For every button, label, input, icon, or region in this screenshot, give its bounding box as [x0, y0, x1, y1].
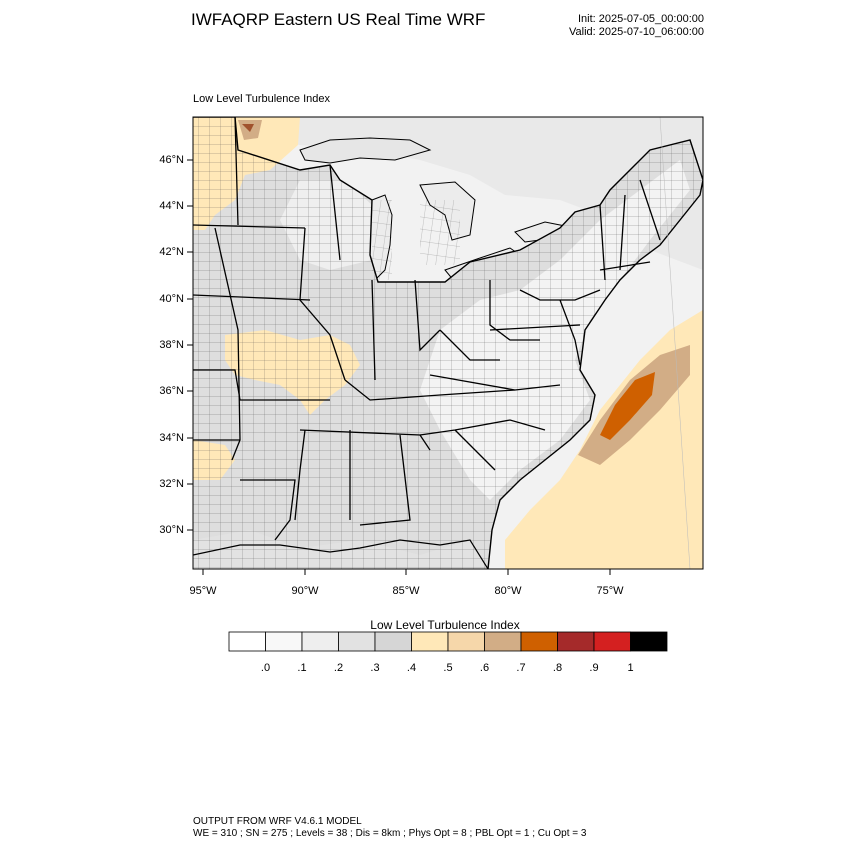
lon-ticks [202, 569, 611, 575]
colorbar-swatch [338, 631, 376, 652]
colorbar-tick-label: .5 [443, 662, 453, 674]
lat-label-42: 42°N [159, 246, 184, 258]
init-time: Init: 2025-07-05_00:00:00 [578, 13, 704, 25]
colorbar-swatch [265, 631, 303, 652]
colorbar-swatch [447, 631, 485, 652]
colorbar-tick-label: .9 [589, 662, 599, 674]
colorbar-tick-label: .8 [552, 662, 563, 674]
lat-label-46: 46°N [159, 154, 184, 166]
colorbar-swatch [593, 631, 631, 652]
colorbar-swatch [630, 631, 668, 652]
state-boundaries [193, 117, 661, 541]
run-info: Init: 2025-07-05_00:00:00 Valid: 2025-07… [569, 13, 704, 39]
turbulence-07-minnesota [242, 124, 254, 132]
lon-label-75: 75°W [596, 585, 624, 597]
model-footer: OUTPUT FROM WRF V4.6.1 MODEL WE = 310 ; … [193, 816, 586, 840]
lake-superior [299, 137, 432, 164]
valid-time: Valid: 2025-07-10_06:00:00 [569, 26, 704, 38]
colorbar-swatch [374, 631, 412, 652]
colorbar-swatch [228, 631, 266, 652]
lon-label-80: 80°W [494, 585, 522, 597]
footer-line-2: WE = 310 ; SN = 275 ; Levels = 38 ; Dis … [193, 828, 587, 839]
colorbar-tick-label: 1 [627, 662, 634, 674]
map-field-label: Low Level Turbulence Index [193, 93, 330, 105]
colorbar-tick-label: .6 [479, 662, 490, 674]
lat-label-32: 32°N [159, 478, 184, 490]
colorbar-tick-label: .0 [260, 662, 271, 674]
lat-label-38: 38°N [159, 339, 184, 351]
graticule-line [659, 117, 691, 569]
lat-label-40: 40°N [159, 293, 184, 305]
lat-label-34: 34°N [159, 432, 184, 444]
lat-label-36: 36°N [159, 385, 184, 397]
plot-title: IWFAQRP Eastern US Real Time WRF [191, 10, 486, 29]
lat-ticks [187, 159, 193, 531]
lat-label-30: 30°N [159, 524, 184, 536]
lat-label-44: 44°N [159, 200, 184, 212]
colorbar-tick-label: .1 [297, 662, 307, 674]
colorbar-swatch [557, 631, 595, 652]
map-frame [192, 116, 704, 570]
canada-shading [193, 117, 703, 270]
lon-label-85: 85°W [392, 585, 420, 597]
turbulence-08-atlantic [600, 372, 655, 440]
coastline [193, 117, 703, 569]
michigan-counties [372, 200, 460, 280]
colorbar-swatch [301, 631, 339, 652]
lon-label-90: 90°W [291, 585, 319, 597]
gulf-coastline [193, 539, 489, 569]
colorbar-title: Low Level Turbulence Index [370, 618, 520, 632]
footer-line-1: OUTPUT FROM WRF V4.6.1 MODEL [193, 816, 362, 827]
county-boundaries [193, 117, 703, 569]
colorbar-tick-label: .3 [370, 662, 380, 674]
colorbar-tick-label: .2 [333, 662, 344, 674]
colorbar-swatch [520, 631, 558, 652]
colorbar-tick-label: .7 [516, 662, 526, 674]
colorbar-tick-label: .4 [406, 662, 417, 674]
map-area [193, 117, 703, 569]
colorbar-swatch [411, 631, 449, 652]
colorbar-swatch [484, 631, 522, 652]
lon-label-95: 95°W [189, 585, 217, 597]
colorbar [228, 631, 668, 652]
